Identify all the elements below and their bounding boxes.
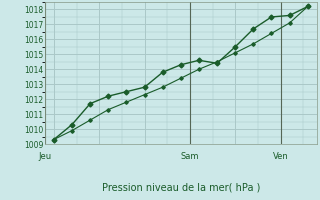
Text: Ven: Ven bbox=[273, 152, 289, 161]
Text: Jeu: Jeu bbox=[38, 152, 52, 161]
Text: Pression niveau de la mer( hPa ): Pression niveau de la mer( hPa ) bbox=[102, 182, 260, 192]
Text: Sam: Sam bbox=[180, 152, 199, 161]
